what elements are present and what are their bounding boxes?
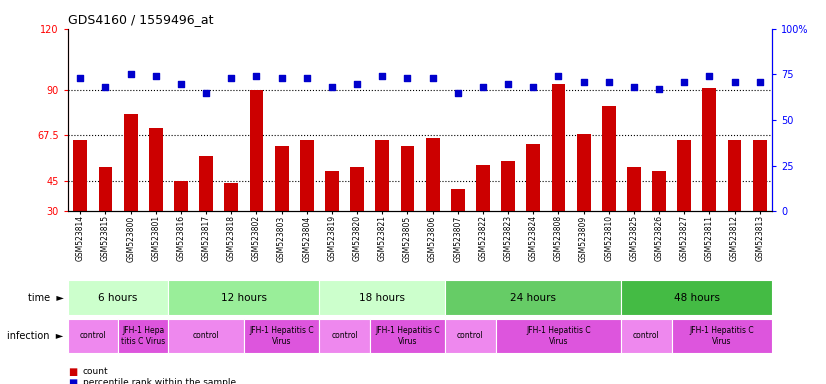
Bar xyxy=(225,183,238,211)
Text: JFH-1 Hepatitis C
Virus: JFH-1 Hepatitis C Virus xyxy=(690,326,754,346)
Bar xyxy=(476,165,490,211)
Point xyxy=(350,81,363,87)
Text: control: control xyxy=(79,331,107,341)
Point xyxy=(451,89,464,96)
Point xyxy=(728,79,741,85)
Point xyxy=(99,84,112,90)
Bar xyxy=(275,146,288,211)
Text: count: count xyxy=(83,367,108,376)
Point xyxy=(401,75,414,81)
Point xyxy=(602,79,615,85)
Point xyxy=(174,81,188,87)
Bar xyxy=(445,280,621,315)
Text: ■: ■ xyxy=(68,367,77,377)
Text: JFH-1 Hepa
titis C Virus: JFH-1 Hepa titis C Virus xyxy=(121,326,165,346)
Text: percentile rank within the sample: percentile rank within the sample xyxy=(83,378,235,384)
Point xyxy=(477,84,490,90)
Bar xyxy=(320,280,445,315)
Point xyxy=(225,75,238,81)
Bar xyxy=(98,167,112,211)
Bar xyxy=(249,89,263,211)
Bar xyxy=(68,280,169,315)
Point xyxy=(325,84,339,90)
Point xyxy=(753,79,767,85)
Point xyxy=(275,75,288,81)
Point xyxy=(376,73,389,79)
Point xyxy=(577,79,591,85)
Text: infection  ►: infection ► xyxy=(7,331,64,341)
Point xyxy=(653,86,666,92)
Point xyxy=(677,79,691,85)
Point xyxy=(552,73,565,79)
Text: control: control xyxy=(457,331,484,341)
Text: 6 hours: 6 hours xyxy=(98,293,138,303)
Point xyxy=(627,84,640,90)
Bar xyxy=(244,319,320,353)
Text: control: control xyxy=(331,331,358,341)
Bar xyxy=(501,161,515,211)
Text: 12 hours: 12 hours xyxy=(221,293,267,303)
Text: ■: ■ xyxy=(68,378,77,384)
Bar xyxy=(169,319,244,353)
Bar xyxy=(602,106,615,211)
Text: control: control xyxy=(633,331,660,341)
Bar xyxy=(728,140,742,211)
Bar xyxy=(653,170,666,211)
Text: control: control xyxy=(192,331,220,341)
Bar xyxy=(68,319,118,353)
Bar xyxy=(370,319,445,353)
Bar xyxy=(445,319,496,353)
Text: JFH-1 Hepatitis C
Virus: JFH-1 Hepatitis C Virus xyxy=(526,326,591,346)
Bar xyxy=(118,319,169,353)
Point xyxy=(150,73,163,79)
Bar xyxy=(702,88,716,211)
Bar xyxy=(74,140,88,211)
Bar xyxy=(451,189,465,211)
Bar xyxy=(752,140,767,211)
Bar xyxy=(621,319,672,353)
Bar xyxy=(174,181,188,211)
Bar xyxy=(325,170,339,211)
Bar xyxy=(375,140,389,211)
Point xyxy=(300,75,313,81)
Text: JFH-1 Hepatitis C
Virus: JFH-1 Hepatitis C Virus xyxy=(375,326,439,346)
Text: JFH-1 Hepatitis C
Virus: JFH-1 Hepatitis C Virus xyxy=(249,326,314,346)
Bar xyxy=(677,140,691,211)
Text: 24 hours: 24 hours xyxy=(510,293,556,303)
Bar xyxy=(577,134,591,211)
Bar xyxy=(621,280,772,315)
Text: time  ►: time ► xyxy=(28,293,64,303)
Text: GDS4160 / 1559496_at: GDS4160 / 1559496_at xyxy=(68,13,213,26)
Point xyxy=(124,71,137,78)
Point xyxy=(527,84,540,90)
Point xyxy=(703,73,716,79)
Bar xyxy=(496,319,621,353)
Point xyxy=(74,75,87,81)
Bar xyxy=(350,167,364,211)
Point xyxy=(200,89,213,96)
Point xyxy=(426,75,439,81)
Bar xyxy=(199,157,213,211)
Bar xyxy=(526,144,540,211)
Bar xyxy=(425,138,439,211)
Text: 48 hours: 48 hours xyxy=(674,293,719,303)
Text: 18 hours: 18 hours xyxy=(359,293,406,303)
Bar xyxy=(124,114,138,211)
Bar xyxy=(169,280,320,315)
Bar xyxy=(627,167,641,211)
Point xyxy=(249,73,263,79)
Bar xyxy=(552,84,565,211)
Bar xyxy=(300,140,314,211)
Bar xyxy=(672,319,772,353)
Bar xyxy=(320,319,370,353)
Bar xyxy=(149,128,163,211)
Point xyxy=(501,81,515,87)
Bar xyxy=(401,146,415,211)
